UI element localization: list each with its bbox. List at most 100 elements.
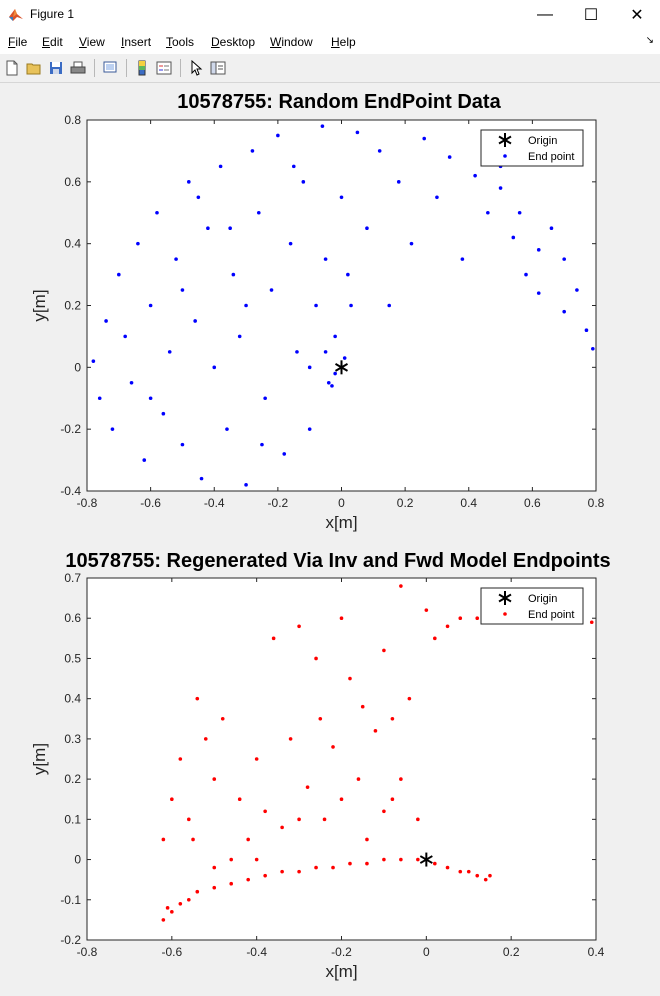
menu-insert[interactable]: Insert bbox=[121, 35, 151, 49]
end-point-marker bbox=[237, 334, 242, 339]
end-point-marker bbox=[330, 384, 334, 388]
x-tick-label: -0.8 bbox=[77, 496, 98, 510]
end-point-marker bbox=[307, 427, 312, 431]
end-point-marker bbox=[246, 837, 250, 842]
end-point-marker bbox=[382, 857, 386, 862]
end-point-marker bbox=[365, 861, 369, 866]
figure-canvas: 10578755: Random EndPoint Data -0.8 -0.6 -0… bbox=[0, 83, 660, 991]
menu-label-rest: iew bbox=[86, 35, 105, 49]
y-tick-label: 0.4 bbox=[64, 237, 81, 251]
end-point-marker bbox=[346, 272, 350, 277]
colorbar-icon[interactable] bbox=[132, 58, 152, 78]
menu-tools[interactable]: Tools bbox=[166, 35, 194, 49]
x-tick-label: 0.4 bbox=[588, 945, 605, 959]
end-point-marker bbox=[244, 483, 248, 487]
maximize-button[interactable]: ☐ bbox=[583, 7, 599, 24]
x-tick-label: -0.2 bbox=[268, 496, 289, 510]
save-icon[interactable] bbox=[46, 58, 66, 78]
end-point-marker bbox=[161, 837, 166, 842]
minimize-button[interactable]: — bbox=[537, 6, 553, 23]
end-point-marker bbox=[212, 777, 217, 781]
end-point-marker bbox=[191, 837, 195, 842]
end-point-marker bbox=[170, 797, 174, 802]
end-point-marker bbox=[333, 334, 337, 339]
end-point-marker bbox=[473, 173, 477, 178]
end-point-marker bbox=[136, 241, 140, 246]
y-tick-label: -0.1 bbox=[60, 893, 81, 907]
legend: Origin End point bbox=[480, 129, 584, 167]
legend-entry: Origin bbox=[528, 593, 557, 605]
menu-view[interactable]: View bbox=[79, 35, 105, 49]
end-point-marker bbox=[110, 427, 115, 431]
end-point-marker bbox=[342, 356, 347, 360]
end-point-marker bbox=[167, 350, 172, 354]
end-point-marker bbox=[331, 865, 335, 870]
end-point-marker bbox=[199, 476, 204, 481]
end-point-marker bbox=[180, 288, 185, 292]
y-tick-label: 0.2 bbox=[64, 772, 81, 786]
menu-help[interactable]: Help bbox=[331, 35, 356, 49]
legend-end-point-marker bbox=[503, 612, 507, 616]
legend-icon[interactable] bbox=[154, 58, 174, 78]
end-point-marker bbox=[377, 149, 382, 153]
end-point-marker bbox=[320, 124, 325, 128]
plot-area bbox=[86, 119, 597, 492]
x-axis-label: x[m] bbox=[325, 962, 357, 981]
end-point-marker bbox=[562, 257, 566, 261]
menu-desktop[interactable]: Desktop bbox=[211, 35, 255, 49]
end-point-marker bbox=[161, 918, 166, 922]
end-point-marker bbox=[263, 396, 267, 401]
print-preview-icon[interactable] bbox=[100, 58, 120, 78]
end-point-marker bbox=[280, 825, 284, 830]
end-point-marker bbox=[466, 869, 471, 874]
end-point-marker bbox=[263, 873, 267, 878]
matlab-logo-icon bbox=[9, 9, 23, 21]
end-point-marker bbox=[229, 857, 234, 862]
end-point-marker bbox=[155, 210, 159, 215]
open-file-icon[interactable] bbox=[24, 58, 44, 78]
end-point-marker bbox=[314, 656, 318, 661]
x-tick-label: -0.4 bbox=[246, 945, 267, 959]
end-point-marker bbox=[187, 817, 191, 822]
close-button[interactable]: ✕ bbox=[630, 7, 644, 24]
menu-window[interactable]: Window bbox=[270, 35, 313, 49]
x-tick-label: 0.6 bbox=[524, 496, 541, 510]
end-point-marker bbox=[305, 785, 310, 789]
end-point-marker bbox=[246, 877, 250, 882]
print-icon[interactable] bbox=[68, 58, 88, 78]
menu-accel: F bbox=[8, 35, 16, 49]
toolbar-separator bbox=[94, 59, 95, 77]
end-point-marker bbox=[193, 319, 197, 323]
menu-edit[interactable]: Edit bbox=[42, 35, 63, 49]
legend-origin-marker bbox=[498, 593, 512, 603]
y-tick-label: 0.6 bbox=[64, 611, 81, 625]
pointer-icon[interactable] bbox=[186, 58, 206, 78]
y-tick-label: -0.4 bbox=[60, 484, 81, 498]
end-point-marker bbox=[314, 865, 318, 870]
end-point-marker bbox=[339, 797, 344, 802]
end-point-marker bbox=[212, 365, 217, 370]
y-tick-label: 0.4 bbox=[64, 692, 81, 706]
end-point-marker bbox=[339, 195, 344, 200]
end-point-marker bbox=[165, 906, 170, 910]
end-point-marker bbox=[187, 897, 191, 902]
end-point-marker bbox=[373, 729, 378, 733]
menu-dock-arrow-icon[interactable]: ↘ bbox=[645, 35, 654, 46]
end-point-marker bbox=[517, 210, 522, 215]
end-point-marker bbox=[195, 696, 200, 701]
y-tick-label: 0 bbox=[74, 853, 81, 867]
x-tick-label: 0 bbox=[423, 945, 430, 959]
y-tick-label: 0.7 bbox=[64, 571, 81, 585]
origin-marker-stroke bbox=[419, 855, 433, 864]
x-tick-label: 0.2 bbox=[503, 945, 520, 959]
y-tick-label: 0.8 bbox=[64, 113, 81, 127]
end-point-marker bbox=[536, 248, 541, 252]
end-point-marker bbox=[314, 303, 318, 308]
end-point-marker bbox=[365, 837, 369, 842]
property-editor-icon[interactable] bbox=[208, 58, 228, 78]
menu-file[interactable]: File bbox=[8, 35, 27, 49]
new-figure-icon[interactable] bbox=[2, 58, 22, 78]
end-point-marker bbox=[254, 857, 259, 862]
menu-label-rest: esktop bbox=[219, 35, 256, 49]
x-tick-label: 0.8 bbox=[588, 496, 605, 510]
